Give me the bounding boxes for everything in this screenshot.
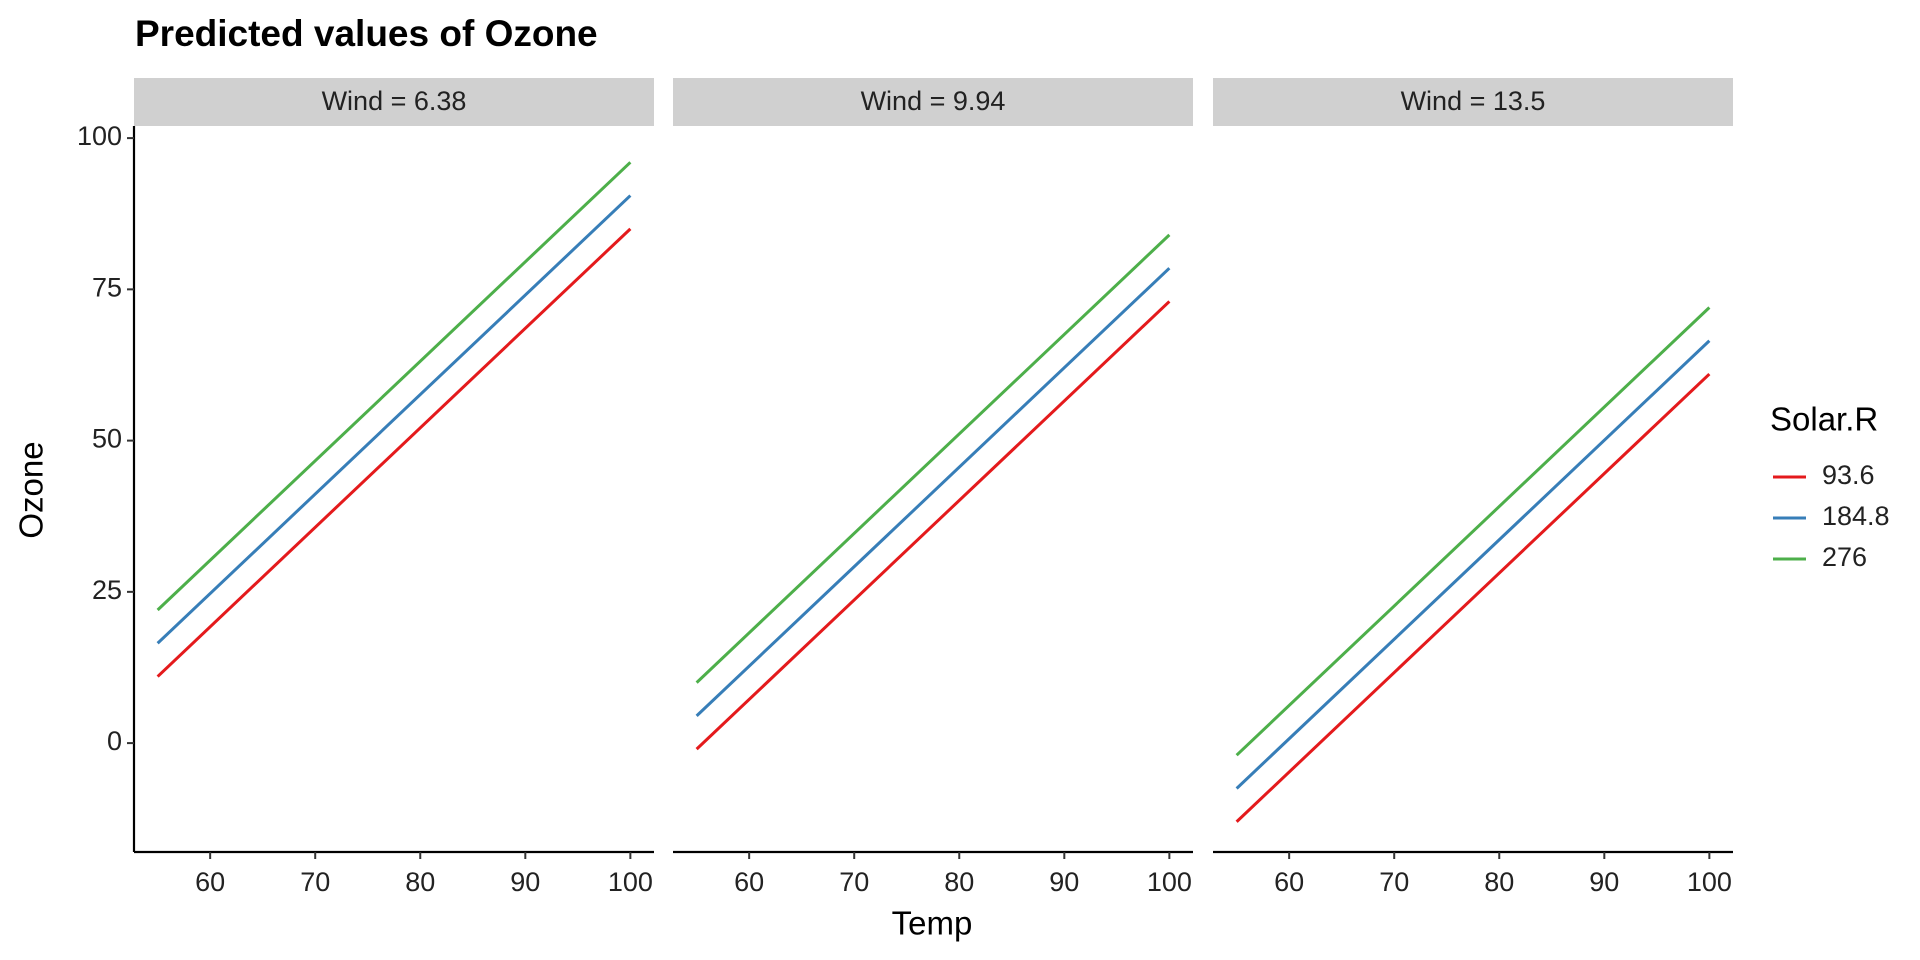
x-tick-label: 100 (608, 867, 653, 897)
line (156, 161, 632, 612)
line (1235, 339, 1711, 790)
legend-label: 93.6 (1822, 460, 1875, 490)
x-tick-label: 80 (1484, 867, 1514, 897)
x-tick-label: 90 (510, 867, 540, 897)
y-tick-label: 0 (107, 726, 122, 756)
x-tick-label: 60 (195, 867, 225, 897)
x-tick-label: 70 (300, 867, 330, 897)
line (1235, 372, 1711, 823)
line (1235, 306, 1711, 757)
y-tick-label: 25 (92, 575, 122, 605)
strip (1213, 78, 1733, 126)
legend-label: 276 (1822, 542, 1867, 572)
y-tick-label: 50 (92, 424, 122, 454)
y-axis-title: Ozone (13, 441, 50, 538)
strip-label: Wind = 9.94 (861, 86, 1006, 116)
line (156, 194, 632, 645)
strip-label: Wind = 13.5 (1401, 86, 1546, 116)
x-tick-label: 60 (1274, 867, 1304, 897)
line (695, 300, 1171, 751)
x-tick-label: 60 (734, 867, 764, 897)
x-tick-label: 100 (1687, 867, 1732, 897)
line (156, 227, 632, 678)
legend-label: 184.8 (1822, 501, 1890, 531)
x-tick-label: 90 (1589, 867, 1619, 897)
x-tick-label: 90 (1049, 867, 1079, 897)
x-tick-label: 70 (1379, 867, 1409, 897)
x-tick-label: 80 (944, 867, 974, 897)
strip-label: Wind = 6.38 (322, 86, 467, 116)
chart-title: Predicted values of Ozone (135, 13, 598, 54)
y-tick-label: 100 (77, 121, 122, 151)
y-tick-label: 75 (92, 272, 122, 302)
line (695, 267, 1171, 717)
strip (134, 78, 654, 126)
x-tick-label: 70 (839, 867, 869, 897)
x-tick-label: 100 (1147, 867, 1192, 897)
line (695, 233, 1171, 684)
strip (673, 78, 1193, 126)
legend-title: Solar.R (1770, 401, 1878, 438)
x-tick-label: 80 (405, 867, 435, 897)
x-axis-title: Temp (892, 905, 973, 942)
